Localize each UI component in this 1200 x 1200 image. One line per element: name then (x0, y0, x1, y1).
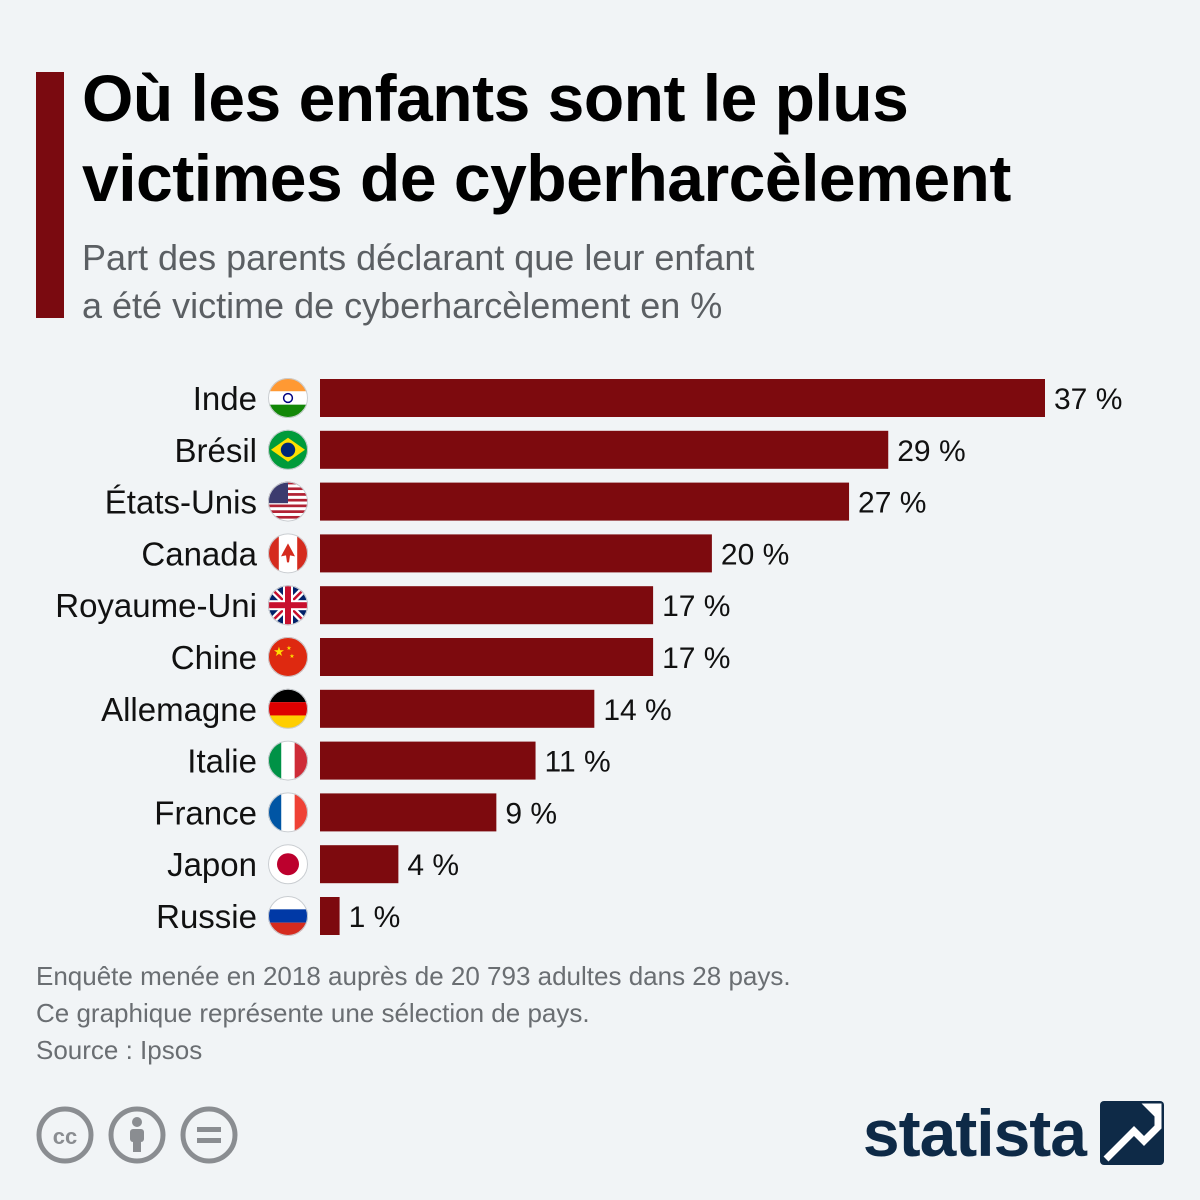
subtitle-line-1: Part des parents déclarant que leur enfa… (82, 237, 755, 278)
value-label: 37 % (1054, 383, 1122, 416)
cc-icon[interactable]: cc (36, 1106, 94, 1164)
note-line-1: Enquête menée en 2018 auprès de 20 793 a… (36, 961, 791, 991)
chart-subtitle: Part des parents déclarant que leur enfa… (82, 234, 982, 330)
bar-row: France 9 % (154, 792, 557, 833)
uk-flag-icon (268, 585, 308, 626)
category-label: France (154, 794, 257, 831)
china-flag-icon: ★ ★★ (268, 637, 308, 677)
bar (320, 741, 536, 780)
canada-flag-icon (268, 533, 308, 574)
value-label: 27 % (858, 487, 926, 520)
bar-chart: Inde 37 % Brésil 29 % États-Unis 27 % Canada 20… (55, 378, 1122, 936)
bar (320, 897, 340, 935)
statista-logo[interactable]: statista (863, 1098, 1164, 1168)
title-line-2: victimes de cyberharcèlement (82, 141, 1011, 215)
svg-text:★: ★ (286, 645, 291, 652)
title-accent-bar (36, 72, 64, 318)
bar-row: Inde 37 % (193, 378, 1122, 418)
brand-wordmark: statista (862, 1096, 1087, 1170)
value-label: 17 % (662, 642, 730, 675)
category-label: États-Unis (105, 484, 257, 521)
bar-row: Brésil 29 % (174, 429, 966, 470)
bar-row: Russie 1 % (156, 896, 400, 936)
category-label: Inde (193, 380, 257, 417)
value-label: 1 % (349, 901, 401, 934)
bar-row: Japon 4 % (167, 844, 459, 885)
bar (320, 845, 399, 884)
statista-logo-icon (1100, 1101, 1164, 1165)
value-label: 4 % (407, 849, 459, 882)
brazil-flag-icon (268, 429, 308, 470)
category-label: Japon (167, 846, 257, 883)
bar (320, 793, 497, 832)
svg-text:cc: cc (53, 1124, 77, 1149)
bar-row: Allemagne 14 % (101, 688, 672, 729)
bar-row: États-Unis 27 % (105, 481, 926, 522)
bar (320, 534, 712, 573)
title-line-1: Où les enfants sont le plus (82, 61, 909, 135)
bar (320, 638, 654, 676)
subtitle-line-2: a été victime de cyberharcèlement en % (82, 285, 723, 326)
chart-title: Où les enfants sont le plus victimes de … (82, 58, 1182, 218)
russia-flag-icon (268, 896, 308, 936)
bar-row: Royaume-Uni 17 % (55, 585, 730, 626)
category-label: Allemagne (101, 691, 257, 728)
bar (320, 379, 1045, 417)
value-label: 29 % (897, 435, 965, 468)
svg-text:★: ★ (273, 645, 285, 660)
india-flag-icon (268, 378, 308, 418)
value-label: 14 % (603, 694, 671, 727)
svg-text:★: ★ (289, 653, 294, 660)
category-label: Royaume-Uni (55, 587, 257, 624)
footnote: Enquête menée en 2018 auprès de 20 793 a… (36, 958, 1036, 1069)
france-flag-icon (268, 792, 308, 833)
note-line-2: Ce graphique représente une sélection de… (36, 998, 590, 1028)
value-label: 17 % (662, 590, 730, 623)
category-label: Chine (171, 639, 257, 676)
no-derivatives-icon[interactable] (180, 1106, 238, 1164)
value-label: 9 % (505, 797, 557, 830)
bar-row: Italie 11 % (187, 740, 611, 781)
italy-flag-icon (268, 740, 308, 781)
bar (320, 482, 850, 521)
bar-row: Canada 20 % (141, 533, 789, 574)
category-label: Canada (141, 535, 257, 572)
attribution-icon[interactable] (108, 1106, 166, 1164)
usa-flag-icon (268, 481, 308, 522)
bar (320, 689, 595, 728)
germany-flag-icon (268, 688, 308, 729)
bar-row: Chine ★ ★★ 17 % (171, 637, 730, 677)
japan-flag-icon (268, 844, 308, 885)
category-label: Brésil (174, 432, 257, 469)
value-label: 20 % (721, 538, 789, 571)
source-line: Source : Ipsos (36, 1035, 203, 1065)
bar (320, 430, 889, 469)
license-icons: cc (36, 1106, 238, 1164)
category-label: Russie (156, 898, 257, 935)
value-label: 11 % (545, 746, 611, 779)
bar (320, 586, 654, 625)
category-label: Italie (187, 743, 257, 780)
